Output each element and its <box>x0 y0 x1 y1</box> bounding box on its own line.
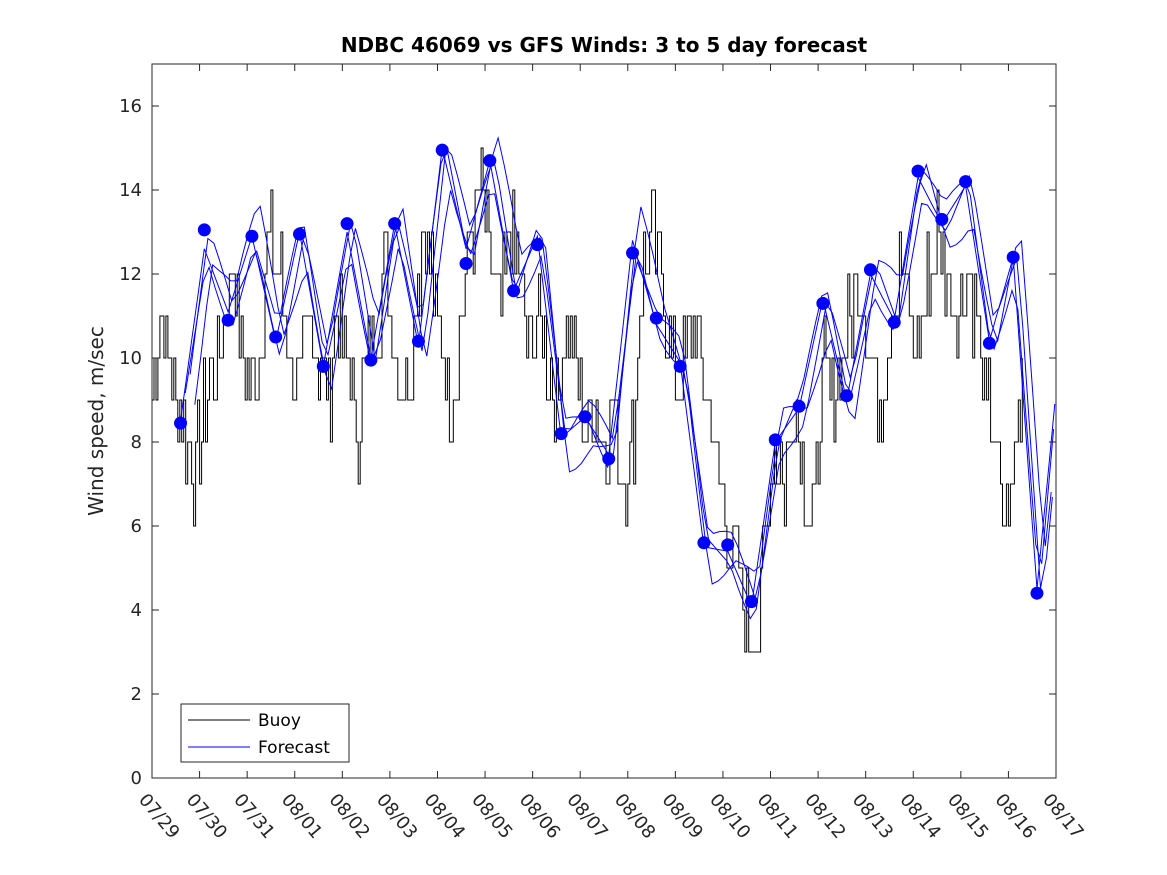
forecast-point <box>697 536 711 550</box>
x-tick-label: 07/29 <box>134 790 183 843</box>
buoy-series <box>152 147 1023 653</box>
x-tick-label: 08/08 <box>610 790 659 843</box>
forecast-point <box>959 175 973 189</box>
x-tick-label: 08/15 <box>943 790 992 843</box>
y-tick-label: 12 <box>119 264 142 285</box>
x-tick-label: 08/05 <box>467 790 516 843</box>
forecast-point <box>221 313 235 327</box>
forecast-point <box>364 353 378 367</box>
forecast-point <box>935 212 949 226</box>
y-tick-label: 10 <box>119 348 142 369</box>
x-tick-label: 08/02 <box>324 790 373 843</box>
y-tick-label: 8 <box>131 432 142 453</box>
plot-frame <box>151 63 1057 779</box>
forecast-point <box>459 257 473 270</box>
forecast-line <box>189 147 1053 600</box>
forecast-point <box>744 595 758 609</box>
y-axis-label: Wind speed, m/sec <box>84 326 108 516</box>
forecast-point <box>982 336 996 350</box>
y-tick-label: 0 <box>131 768 142 789</box>
forecast-point <box>174 416 188 430</box>
forecast-point <box>411 334 425 348</box>
x-tick-label: 08/13 <box>848 790 897 843</box>
forecast-point <box>269 330 283 344</box>
forecast-point <box>602 452 616 466</box>
forecast-point <box>483 154 497 168</box>
buoy-line <box>152 147 1023 653</box>
forecast-point <box>673 359 687 373</box>
forecast-point <box>721 538 735 552</box>
forecast-point <box>340 217 354 231</box>
forecast-point <box>792 399 806 413</box>
forecast-point <box>197 223 211 237</box>
x-tick-label: 07/31 <box>229 790 278 843</box>
x-tick-label: 08/17 <box>1038 790 1087 843</box>
forecast-point <box>507 284 521 298</box>
legend-forecast-label: Forecast <box>258 738 330 758</box>
x-tick-label: 08/11 <box>753 790 802 843</box>
forecast-point <box>840 389 854 403</box>
forecast-point <box>316 359 330 373</box>
x-tick-label: 08/10 <box>705 790 754 843</box>
y-tick-label: 4 <box>131 600 142 621</box>
x-tick-label: 08/03 <box>372 790 421 843</box>
x-tick-label: 08/07 <box>562 790 611 843</box>
legend-box <box>180 703 350 763</box>
y-axis: 0 2 4 6 8 10 12 14 16 <box>119 96 1056 789</box>
forecast-point <box>245 229 259 243</box>
x-tick-label: 08/04 <box>420 790 469 843</box>
x-tick-label: 08/09 <box>658 790 707 843</box>
forecast-point <box>530 238 544 252</box>
forecast-point <box>292 227 306 241</box>
x-tick-label: 08/06 <box>515 790 564 843</box>
x-tick-label: 08/16 <box>991 790 1040 843</box>
chart-title: NDBC 46069 vs GFS Winds: 3 to 5 day fore… <box>341 33 868 57</box>
x-tick-label: 08/12 <box>800 790 849 843</box>
x-tick-label: 08/01 <box>277 790 326 843</box>
forecast-point <box>816 296 830 310</box>
forecast-point <box>911 164 925 178</box>
x-tick-label: 08/14 <box>895 790 944 843</box>
forecast-point <box>388 217 402 231</box>
forecast-point <box>578 410 592 424</box>
forecast-points <box>174 143 1044 609</box>
forecast-point <box>1006 250 1020 264</box>
y-tick-label: 2 <box>131 684 142 705</box>
y-tick-label: 6 <box>131 516 142 537</box>
legend-buoy-label: Buoy <box>258 711 301 731</box>
y-tick-label: 16 <box>119 96 142 117</box>
forecast-line <box>180 147 1056 608</box>
forecast-point <box>863 263 877 277</box>
forecast-series <box>180 135 1056 620</box>
forecast-point <box>435 143 449 157</box>
y-tick-label: 14 <box>119 180 142 201</box>
forecast-point <box>768 433 782 447</box>
forecast-point <box>1030 586 1044 600</box>
legend: Buoy Forecast <box>180 703 350 763</box>
forecast-point <box>554 427 568 441</box>
forecast-point <box>887 315 901 329</box>
forecast-line <box>194 135 1052 585</box>
x-tick-label: 07/30 <box>182 790 231 843</box>
forecast-point <box>649 311 663 325</box>
forecast-point <box>626 246 640 260</box>
